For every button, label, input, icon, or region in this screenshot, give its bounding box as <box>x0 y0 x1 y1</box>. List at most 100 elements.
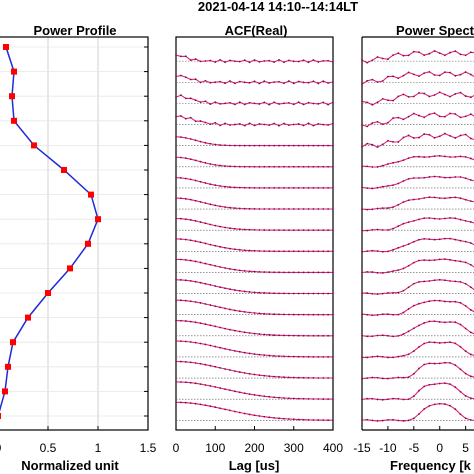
acf-point <box>263 271 266 273</box>
acf-point <box>243 311 246 313</box>
acf-point <box>229 227 231 230</box>
acf-point <box>263 80 266 83</box>
acf-point <box>278 271 280 274</box>
spect-point <box>464 54 467 57</box>
acf-point <box>189 300 192 303</box>
spect-point <box>361 165 363 168</box>
spect-point <box>438 299 441 302</box>
acf-point <box>214 265 217 267</box>
acf-point <box>189 361 192 364</box>
acf-point <box>332 165 334 168</box>
x-tick-label: 0.5 <box>40 441 57 455</box>
acf-point <box>214 81 217 84</box>
acf-point <box>317 82 320 85</box>
spect-point <box>412 327 415 330</box>
acf-point <box>312 377 315 379</box>
spect-point <box>469 179 472 181</box>
acf-point <box>199 261 202 264</box>
spect-point <box>402 54 405 57</box>
acf-point <box>268 354 271 357</box>
acf-trace <box>175 197 334 210</box>
acf-point <box>175 278 177 281</box>
spect-point <box>449 321 451 323</box>
spect-point <box>376 120 379 123</box>
acf-point <box>258 250 261 252</box>
acf-point <box>307 376 310 379</box>
spect-point <box>371 292 374 295</box>
acf-point <box>283 82 285 85</box>
acf-point <box>219 387 222 389</box>
spect-point <box>412 240 415 243</box>
spect-point <box>449 280 451 282</box>
acf-point <box>307 81 310 84</box>
acf-point <box>258 270 261 273</box>
spect-point <box>412 372 415 375</box>
acf-point <box>292 208 295 210</box>
acf-point <box>332 250 334 253</box>
acf-point <box>332 187 334 189</box>
spect-point <box>376 376 379 379</box>
spect-point <box>464 417 467 420</box>
acf-point <box>204 363 207 366</box>
acf-point <box>248 249 251 252</box>
profile-marker <box>11 117 17 124</box>
spect-point <box>454 321 457 324</box>
acf-point <box>248 165 251 168</box>
spect-point <box>366 313 369 316</box>
spect-point <box>376 334 379 337</box>
spect-point <box>407 353 410 356</box>
acf-point <box>292 313 295 316</box>
acf-point <box>283 102 285 105</box>
acf-point <box>229 328 231 331</box>
acf-point <box>180 55 182 58</box>
acf-point <box>278 334 280 337</box>
spect-trace <box>361 341 474 359</box>
acf-point <box>214 204 217 207</box>
acf-point <box>307 61 310 64</box>
acf-point <box>322 292 325 295</box>
x-tick-label: 5 <box>462 441 469 455</box>
spect-point <box>428 404 431 407</box>
spect-point <box>387 58 389 61</box>
acf-point <box>209 142 212 145</box>
acf-point <box>322 165 325 168</box>
acf-point <box>194 301 197 303</box>
spect-point <box>459 280 462 283</box>
acf-trace <box>175 156 334 168</box>
acf-point <box>180 381 182 383</box>
spect-point <box>454 342 457 345</box>
spect-point <box>459 91 462 94</box>
acf-point <box>233 268 236 271</box>
acf-point <box>312 334 315 337</box>
acf-point <box>209 59 212 62</box>
acf-point <box>278 229 280 232</box>
acf-point <box>273 416 276 419</box>
spect-point <box>428 196 431 199</box>
acf-point <box>283 397 285 399</box>
acf-point <box>258 415 261 417</box>
acf-point <box>184 299 187 302</box>
spect-point <box>459 239 462 242</box>
acf-point <box>243 351 246 354</box>
x-tick-label: 0 <box>0 441 2 455</box>
spect-point <box>423 408 426 410</box>
acf-point <box>278 59 280 61</box>
spect-point <box>454 176 457 178</box>
acf-point <box>219 144 222 146</box>
acf-point <box>263 374 266 377</box>
acf-point <box>175 299 177 302</box>
spect-point <box>459 218 462 221</box>
acf-point <box>189 116 192 119</box>
acf-point <box>238 122 241 125</box>
acf-point <box>307 101 310 104</box>
acf-point <box>229 348 231 351</box>
spect-point <box>361 59 363 61</box>
spect-point <box>397 419 400 422</box>
acf-point <box>180 340 182 343</box>
spect-point <box>397 95 400 98</box>
acf-point <box>243 249 246 252</box>
acf-point <box>243 186 246 189</box>
acf-point <box>175 360 177 363</box>
acf-point <box>209 263 212 266</box>
spect-curve <box>361 132 474 148</box>
